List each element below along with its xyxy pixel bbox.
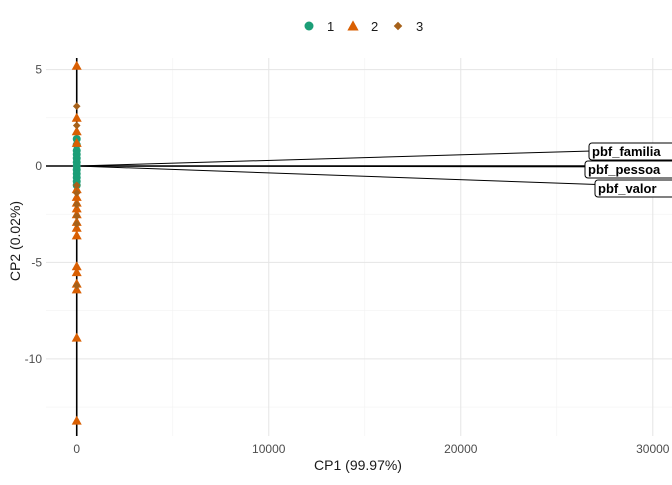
grid <box>46 58 672 436</box>
data-point-series-2 <box>71 332 82 342</box>
data-point-series-2 <box>71 261 82 271</box>
x-tick-label: 30000 <box>636 442 670 456</box>
legend-label: 2 <box>371 19 378 34</box>
loading-arrow <box>76 165 672 188</box>
loading-label-box <box>594 179 672 198</box>
x-axis-title: CP1 (99.97%) <box>314 457 402 473</box>
y-tick-label: -10 <box>25 352 43 366</box>
data-point-series-2 <box>71 112 82 122</box>
y-tick-label: 0 <box>35 159 42 173</box>
y-axis-title: CP2 (0.02%) <box>7 201 23 281</box>
loading-label: pbf_pessoa <box>588 162 661 177</box>
data-point-series-3 <box>72 102 81 111</box>
legend: 1 2 3 <box>304 19 423 34</box>
data-point-series-2 <box>71 230 82 240</box>
loading-arrows: pbf_familia pbf_pessoa pbf_valor <box>76 142 672 198</box>
data-point-series-2 <box>71 126 82 136</box>
data-point-series-3 <box>72 212 81 220</box>
x-tick-label: 10000 <box>252 442 286 456</box>
data-point-series-3 <box>72 181 81 190</box>
legend-label: 3 <box>416 19 423 34</box>
loading-label-box <box>584 160 672 179</box>
data-point-series-2 <box>71 60 82 70</box>
y-axis-ticks: 5 0 -5 -10 <box>25 63 43 366</box>
loading-label-box <box>588 142 672 161</box>
legend-key-series-2 <box>347 20 359 31</box>
loading-arrow <box>76 148 672 167</box>
zero-axis-lines <box>46 58 672 436</box>
y-tick-label: 5 <box>35 63 42 77</box>
data-point-series-2 <box>71 137 82 147</box>
data-point-series-3 <box>72 281 81 290</box>
data-point-series-3 <box>72 220 81 228</box>
legend-label: 1 <box>327 19 334 34</box>
legend-key-series-1 <box>304 21 314 31</box>
loading-arrow <box>76 165 672 168</box>
data-point-series-2 <box>71 415 82 425</box>
legend-key-series-3 <box>393 21 403 31</box>
x-tick-label: 0 <box>73 442 80 456</box>
x-tick-label: 20000 <box>444 442 478 456</box>
loading-label: pbf_valor <box>598 181 657 196</box>
data-point-series-3 <box>72 189 81 197</box>
data-point-series-2 <box>71 267 82 277</box>
data-points <box>71 60 82 425</box>
data-point-series-3 <box>72 200 81 209</box>
data-point-series-3 <box>72 121 81 130</box>
y-tick-label: -5 <box>31 255 42 269</box>
x-axis-ticks: 0 10000 20000 30000 <box>73 442 669 456</box>
loading-label: pbf_familia <box>592 144 661 159</box>
